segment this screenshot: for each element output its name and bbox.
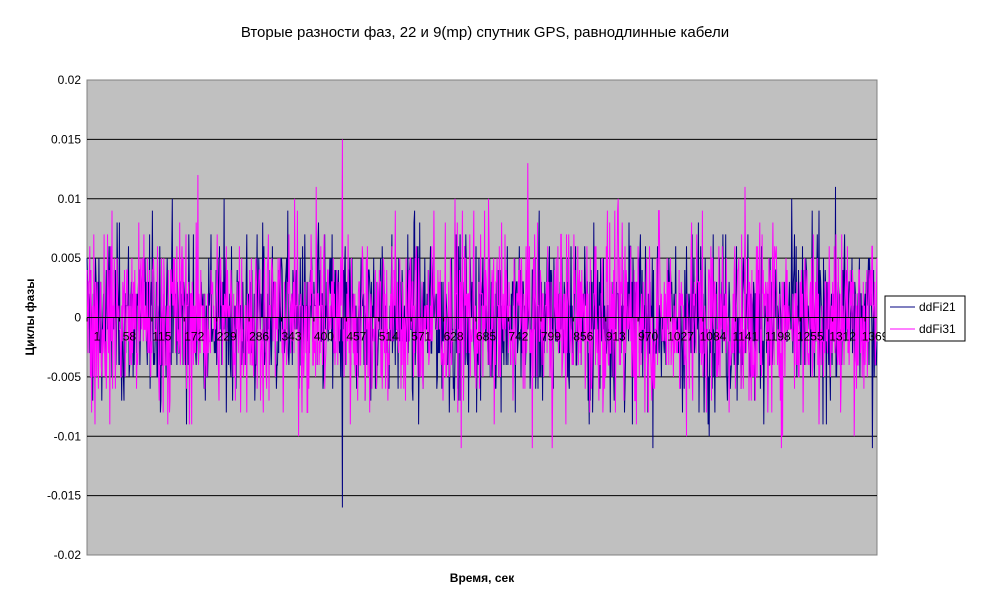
x-tick-label: 1 xyxy=(94,330,101,344)
x-tick-label: 913 xyxy=(606,330,626,344)
x-tick-label: 115 xyxy=(152,330,171,344)
x-tick-label: 343 xyxy=(281,330,301,344)
y-tick-label: -0.005 xyxy=(47,370,81,384)
x-tick-label: 571 xyxy=(411,330,431,344)
x-tick-label: 1027 xyxy=(667,330,694,344)
chart-title: Вторые разности фаз, 22 и 9(mp) спутник … xyxy=(241,24,729,41)
x-tick-label: 58 xyxy=(123,330,137,344)
y-tick-label: -0.01 xyxy=(54,429,82,443)
y-tick-label: 0.005 xyxy=(51,251,81,265)
y-tick-label: -0.02 xyxy=(54,548,82,562)
x-tick-label: 1255 xyxy=(797,330,824,344)
legend: ddFi21 ddFi31 xyxy=(884,295,966,342)
legend-box xyxy=(884,295,966,342)
y-tick-label: -0.015 xyxy=(47,489,81,503)
x-tick-label: 970 xyxy=(638,330,658,344)
series-line-ddFi31 xyxy=(86,139,878,449)
x-tick-label: 514 xyxy=(379,330,399,344)
legend-label-ddFi31: ddFi31 xyxy=(919,322,956,336)
y-tick-label: 0.01 xyxy=(58,192,82,206)
x-tick-label: 457 xyxy=(346,330,366,344)
y-tick-label: 0.015 xyxy=(51,132,81,146)
x-tick-label: 400 xyxy=(314,330,334,344)
x-tick-label: 856 xyxy=(573,330,593,344)
x-tick-label: 1084 xyxy=(700,330,727,344)
x-tick-label: 1141 xyxy=(732,330,758,344)
x-tick-label: 1369 xyxy=(862,330,889,344)
y-axis-label: Циклы фазы xyxy=(23,278,37,355)
x-tick-label: 742 xyxy=(508,330,528,344)
x-tick-label: 628 xyxy=(444,330,464,344)
x-tick-label: 229 xyxy=(217,330,237,344)
x-axis-label: Время, сек xyxy=(450,571,515,585)
y-tick-label: 0 xyxy=(74,311,81,325)
x-tick-label: 799 xyxy=(541,330,561,344)
x-tick-label: 1312 xyxy=(829,330,856,344)
x-tick-label: 286 xyxy=(249,330,269,344)
y-tick-label: 0.02 xyxy=(58,73,82,87)
legend-label-ddFi21: ddFi21 xyxy=(919,300,956,314)
x-tick-label: 172 xyxy=(184,330,204,344)
x-tick-label: 1198 xyxy=(765,330,791,344)
x-tick-label: 685 xyxy=(476,330,496,344)
